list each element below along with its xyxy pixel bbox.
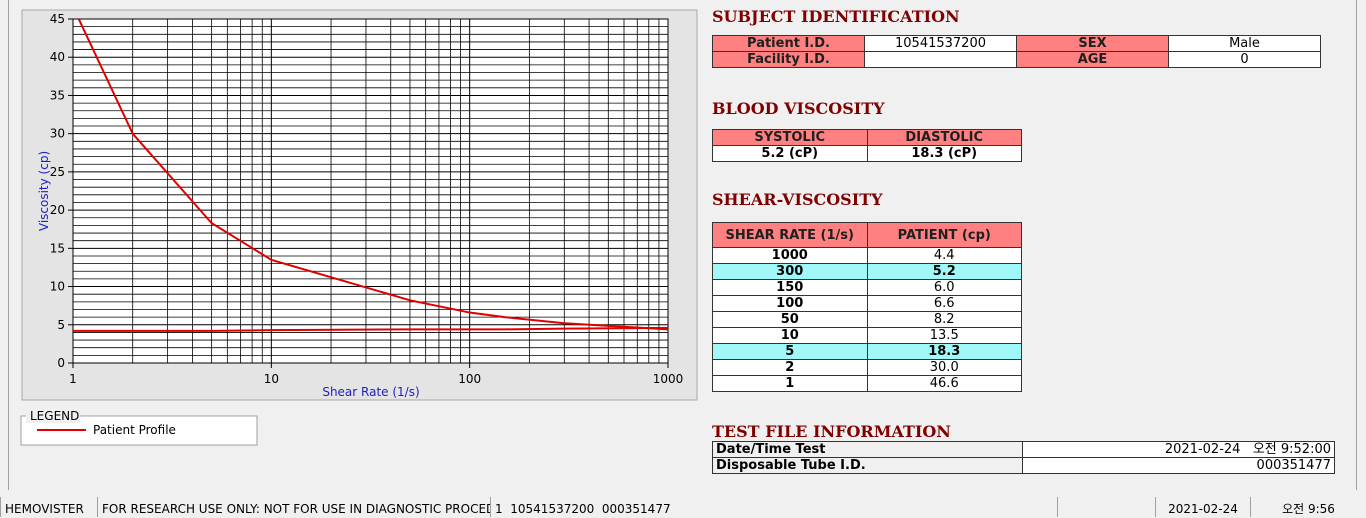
section-title: SHEAR-VISCOSITY bbox=[712, 190, 883, 209]
column-header: DIASTOLIC bbox=[866, 129, 1022, 146]
table-row: 5 18.3 bbox=[712, 343, 1022, 360]
series-line bbox=[77, 19, 668, 331]
table-row: 150 6.0 bbox=[712, 279, 1022, 296]
table-row: 2 30.0 bbox=[712, 359, 1022, 376]
y-tick-label: 20 bbox=[50, 203, 65, 217]
table-row: 50 8.2 bbox=[712, 311, 1022, 328]
x-axis-label: Shear Rate (1/s) bbox=[322, 385, 419, 399]
field-label: Date/Time Test bbox=[712, 441, 1023, 458]
status-cell: 1 10541537200 000351477 bbox=[490, 497, 1057, 517]
shear-viscosity-table: SHEAR RATE (1/s) PATIENT (cp) 1000 4.4 300 5.… bbox=[712, 222, 1022, 392]
x-tick-label: 1000 bbox=[653, 372, 684, 386]
lines bbox=[73, 19, 668, 332]
table-row: Disposable Tube I.D. 000351477 bbox=[712, 457, 1335, 474]
field-value: 0 bbox=[1168, 51, 1321, 68]
table-cell: 1000 bbox=[712, 247, 868, 264]
test-file-table: Date/Time Test 2021-02-24 오전 9:52:00 Dispo… bbox=[712, 441, 1335, 474]
table-cell: 50 bbox=[712, 311, 868, 328]
table-cell: 5.2 (cP) bbox=[712, 145, 868, 162]
y-tick-label: 0 bbox=[57, 356, 65, 370]
field-label: AGE bbox=[1016, 51, 1169, 68]
x-tick-label: 100 bbox=[458, 372, 481, 386]
right-edge bbox=[1356, 0, 1366, 490]
y-tick-label: 30 bbox=[50, 127, 65, 141]
table-row: 1 46.6 bbox=[712, 375, 1022, 392]
table-row: 10 13.5 bbox=[712, 327, 1022, 344]
table-cell: 30.0 bbox=[866, 359, 1022, 376]
status-cell: HEMOVISTER bbox=[0, 497, 97, 517]
table-cell: 10 bbox=[712, 327, 868, 344]
field-value: 2021-02-24 오전 9:52:00 bbox=[1022, 441, 1335, 458]
table-row: Date/Time Test 2021-02-24 오전 9:52:00 bbox=[712, 441, 1335, 458]
table-cell: 18.3 (cP) bbox=[866, 145, 1022, 162]
y-tick-label: 15 bbox=[50, 241, 65, 255]
section-title: BLOOD VISCOSITY bbox=[712, 99, 885, 118]
y-tick-label: 45 bbox=[50, 12, 65, 26]
table-row: 100 6.6 bbox=[712, 295, 1022, 312]
table-cell: 18.3 bbox=[866, 343, 1022, 360]
status-cell bbox=[1057, 497, 1155, 517]
table-cell: 150 bbox=[712, 279, 868, 296]
table-row: 1000 4.4 bbox=[712, 247, 1022, 264]
table-cell: 6.6 bbox=[866, 295, 1022, 312]
table-cell: 8.2 bbox=[866, 311, 1022, 328]
table-row: Facility I.D. AGE 0 bbox=[712, 51, 1321, 68]
field-value: Male bbox=[1168, 35, 1321, 52]
column-header: PATIENT (cp) bbox=[866, 222, 1022, 248]
series-line bbox=[73, 326, 668, 332]
legend-title: LEGEND bbox=[30, 409, 79, 423]
y-axis-label: Viscosity (cp) bbox=[37, 151, 51, 231]
blood-viscosity-table: SYSTOLIC DIASTOLIC 5.2 (cP) 18.3 (cP) bbox=[712, 129, 1022, 162]
table-cell: 5.2 bbox=[866, 263, 1022, 280]
field-value bbox=[864, 51, 1017, 68]
y-tick-label: 40 bbox=[50, 50, 65, 64]
chart: Shear Rate (1/s) Viscosity (cp) LEGEND 0… bbox=[20, 9, 698, 446]
table-cell: 2 bbox=[712, 359, 868, 376]
plot-frame bbox=[72, 18, 669, 364]
table-cell: 300 bbox=[712, 263, 868, 280]
grid bbox=[72, 18, 669, 364]
field-label: Facility I.D. bbox=[712, 51, 865, 68]
header-row: SHEAR RATE (1/s) PATIENT (cp) bbox=[712, 222, 1022, 248]
column-header: SYSTOLIC bbox=[712, 129, 868, 146]
left-edge bbox=[0, 0, 9, 490]
table-cell: 100 bbox=[712, 295, 868, 312]
header-row: SYSTOLIC DIASTOLIC bbox=[712, 129, 1022, 146]
table-cell: 5 bbox=[712, 343, 868, 360]
table-cell: 46.6 bbox=[866, 375, 1022, 392]
x-tick-label: 1 bbox=[69, 372, 77, 386]
field-label: Patient I.D. bbox=[712, 35, 865, 52]
y-tick-label: 5 bbox=[57, 318, 65, 332]
field-value: 000351477 bbox=[1022, 457, 1335, 474]
column-header: SHEAR RATE (1/s) bbox=[712, 222, 868, 248]
status-cell: FOR RESEARCH USE ONLY: NOT FOR USE IN DI… bbox=[97, 497, 490, 517]
subject-table: Patient I.D. 10541537200 SEX Male Facility I… bbox=[712, 35, 1321, 68]
y-tick-label: 35 bbox=[50, 88, 65, 102]
legend-label: Patient Profile bbox=[93, 423, 176, 437]
y-tick-label: 25 bbox=[50, 165, 65, 179]
status-bar: HEMOVISTER FOR RESEARCH USE ONLY: NOT FOR… bbox=[0, 497, 1366, 518]
x-tick-label: 10 bbox=[264, 372, 279, 386]
table-cell: 6.0 bbox=[866, 279, 1022, 296]
table-cell: 4.4 bbox=[866, 247, 1022, 264]
table-row: 300 5.2 bbox=[712, 263, 1022, 280]
section-title: SUBJECT IDENTIFICATION bbox=[712, 7, 960, 26]
field-label: SEX bbox=[1016, 35, 1169, 52]
field-label: Disposable Tube I.D. bbox=[712, 457, 1023, 474]
plot-area bbox=[73, 19, 668, 363]
table-cell: 13.5 bbox=[866, 327, 1022, 344]
y-tick-label: 10 bbox=[50, 280, 65, 294]
table-row: 5.2 (cP) 18.3 (cP) bbox=[712, 145, 1022, 162]
table-cell: 1 bbox=[712, 375, 868, 392]
legend-title-bg bbox=[26, 409, 80, 423]
status-cell: 오전 9:56 bbox=[1250, 497, 1366, 517]
table-row: Patient I.D. 10541537200 SEX Male bbox=[712, 35, 1321, 52]
field-value: 10541537200 bbox=[864, 35, 1017, 52]
status-cell: 2021-02-24 bbox=[1155, 497, 1250, 517]
section-title: TEST FILE INFORMATION bbox=[712, 422, 951, 441]
